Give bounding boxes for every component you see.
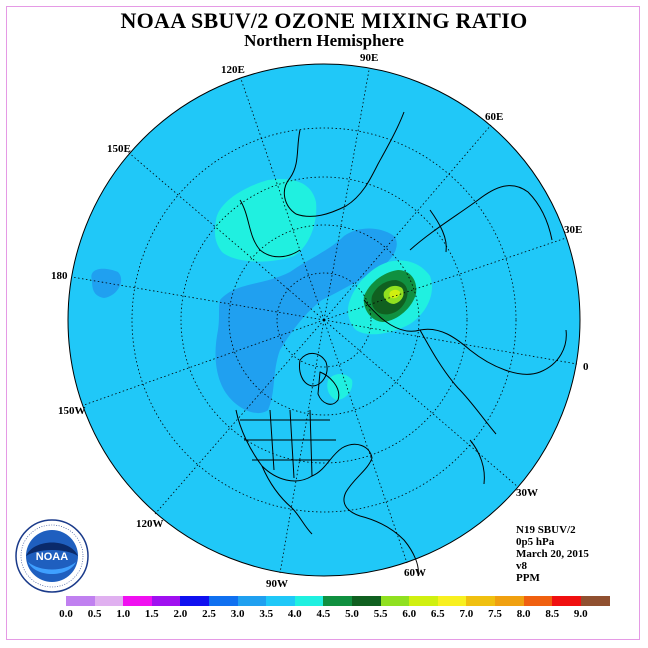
lon-label-90w: 90W bbox=[266, 578, 288, 590]
colorbar-swatch bbox=[380, 596, 410, 606]
lon-label-60e: 60E bbox=[485, 111, 503, 123]
contour-2-5-band bbox=[215, 228, 397, 414]
colorbar-tick-label: 0.5 bbox=[87, 608, 102, 620]
meridians bbox=[71, 69, 578, 574]
colorbar-tick-label: 7.5 bbox=[488, 608, 502, 620]
colorbar-swatch bbox=[180, 596, 210, 606]
colorbar-swatch bbox=[495, 596, 524, 606]
info-instrument: N19 SBUV/2 bbox=[516, 524, 576, 536]
colorbar-tick-label: 7.0 bbox=[459, 608, 474, 620]
info-units: PPM bbox=[516, 572, 540, 584]
colorbar-swatch bbox=[66, 596, 95, 606]
colorbar-swatch bbox=[94, 596, 124, 606]
colorbar-tick-label: 5.0 bbox=[345, 608, 359, 620]
contour-3-5-siberia bbox=[214, 178, 317, 262]
colorbar-tick-label: 2.5 bbox=[202, 608, 216, 620]
map-border bbox=[67, 63, 581, 577]
colorbar-swatch bbox=[580, 596, 610, 606]
coastlines bbox=[235, 111, 567, 577]
colorbar-tick-label: 3.5 bbox=[259, 608, 274, 620]
colorbar-tick-label: 8.0 bbox=[516, 608, 531, 620]
colorbar-swatch bbox=[409, 596, 439, 606]
colorbar-swatch bbox=[237, 596, 267, 606]
contour-2-5-patch-a bbox=[91, 268, 122, 298]
lon-label-150w: 150W bbox=[58, 405, 86, 417]
colorbar-tick-label: 6.0 bbox=[402, 608, 417, 620]
colorbar-tick-label: 2.0 bbox=[173, 608, 188, 620]
colorbar-tick-label: 1.5 bbox=[144, 608, 159, 620]
lon-label-90e: 90E bbox=[360, 52, 378, 64]
noaa-logo: NOAA bbox=[15, 519, 89, 593]
lon-label-180: 180 bbox=[51, 270, 68, 282]
colorbar-tick-label: 1.0 bbox=[116, 608, 131, 620]
colorbar-swatch bbox=[466, 596, 496, 606]
page-frame bbox=[6, 6, 640, 640]
colorbar-swatch bbox=[352, 596, 381, 606]
colorbar-tick-label: 3.0 bbox=[230, 608, 245, 620]
colorbar-tick-label: 9.0 bbox=[573, 608, 588, 620]
map-subtitle: Northern Hemisphere bbox=[244, 31, 404, 50]
colorbar-tick-label: 4.0 bbox=[287, 608, 302, 620]
colorbar-swatch bbox=[294, 596, 324, 606]
lon-label-0: 0 bbox=[583, 361, 589, 373]
lon-label-120e: 120E bbox=[221, 64, 245, 76]
colorbar-tick-label: 8.5 bbox=[545, 608, 560, 620]
colorbar-tick-label: 4.5 bbox=[316, 608, 331, 620]
colorbar-tick-label: 0.0 bbox=[59, 608, 73, 620]
ozone-contours bbox=[91, 178, 432, 414]
colorbar-tick-label: 6.5 bbox=[430, 608, 445, 620]
lon-label-30w: 30W bbox=[516, 487, 538, 499]
colorbar-swatch bbox=[437, 596, 467, 606]
lon-label-30e: 30E bbox=[564, 224, 582, 236]
colorbar-swatch bbox=[209, 596, 238, 606]
lon-label-120w: 120W bbox=[136, 518, 164, 530]
info-level: 0p5 hPa bbox=[516, 536, 555, 548]
colorbar-swatch bbox=[151, 596, 181, 606]
colorbar-swatch bbox=[552, 596, 582, 606]
contour-5-5 bbox=[389, 289, 400, 299]
contour-3-5-greenland bbox=[327, 374, 353, 400]
colorbar-tick-label: 5.5 bbox=[373, 608, 388, 620]
latitude-circles bbox=[131, 127, 517, 513]
colorbar-swatch bbox=[266, 596, 296, 606]
lon-label-150e: 150E bbox=[107, 143, 131, 155]
colorbar-swatch bbox=[323, 596, 353, 606]
info-date: March 20, 2015 bbox=[516, 548, 589, 560]
colorbar-swatch bbox=[523, 596, 553, 606]
lon-label-60w: 60W bbox=[404, 567, 426, 579]
product-info: N19 SBUV/2 0p5 hPa March 20, 2015 v8 PPM bbox=[516, 524, 589, 584]
info-version: v8 bbox=[516, 560, 527, 572]
noaa-logo-text: NOAA bbox=[36, 551, 68, 563]
map-title: NOAA SBUV/2 OZONE MIXING RATIO bbox=[120, 8, 528, 33]
colorbar-swatch bbox=[123, 596, 153, 606]
